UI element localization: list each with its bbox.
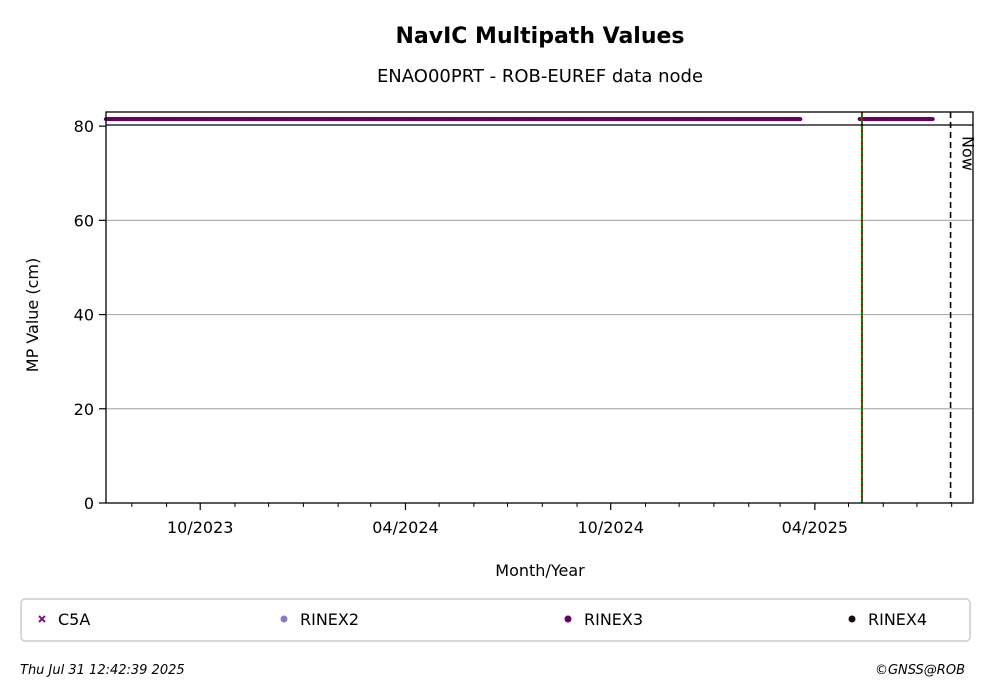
- legend-marker-c5a: [38, 615, 46, 623]
- legend-label-rinex3: RINEX3: [584, 610, 643, 629]
- gridlines: [106, 219, 973, 410]
- y-tick-label: 20: [74, 400, 94, 419]
- x-tick-label: 10/2024: [577, 518, 643, 537]
- x-tick-label: 04/2025: [782, 518, 848, 537]
- y-tick-label: 40: [74, 306, 94, 325]
- legend-label-rinex4: RINEX4: [868, 610, 927, 629]
- now-label: Now: [959, 136, 978, 171]
- x-axis-ticks: 10/2023 04/2024 10/2024 04/2025: [131, 503, 953, 537]
- y-axis-label: MP Value (cm): [23, 258, 42, 372]
- chart-subtitle: ENAO00PRT - ROB-EUREF data node: [377, 66, 703, 87]
- x-tick-label: 04/2024: [372, 518, 438, 537]
- legend-marker-rinex4: [848, 615, 856, 623]
- legend-label-c5a: C5A: [58, 610, 90, 629]
- legend-marker-rinex2: [280, 615, 288, 623]
- chart-title: NavIC Multipath Values: [395, 24, 684, 49]
- footer-timestamp: Thu Jul 31 12:42:39 2025: [20, 663, 185, 678]
- x-tick-label: 10/2023: [167, 518, 233, 537]
- plot-area-frame: [105, 111, 974, 504]
- event-lines: Now: [860, 112, 978, 503]
- y-tick-label: 0: [84, 494, 94, 513]
- x-axis-label: Month/Year: [495, 561, 585, 580]
- y-tick-label: 60: [74, 211, 94, 230]
- y-tick-label: 80: [74, 117, 94, 136]
- legend-marker-rinex3: [564, 615, 572, 623]
- footer-credit: ©GNSS@ROB: [875, 663, 965, 678]
- data-point-rinex3: [930, 116, 935, 122]
- legend-label-rinex2: RINEX2: [300, 610, 359, 629]
- data-point-rinex3: [798, 116, 803, 122]
- legend: C5A RINEX2 RINEX3 RINEX4: [20, 598, 971, 642]
- data-points: [103, 116, 935, 122]
- legend-frame: [20, 598, 971, 642]
- y-axis-ticks: 0 20 40 60 80: [74, 117, 106, 513]
